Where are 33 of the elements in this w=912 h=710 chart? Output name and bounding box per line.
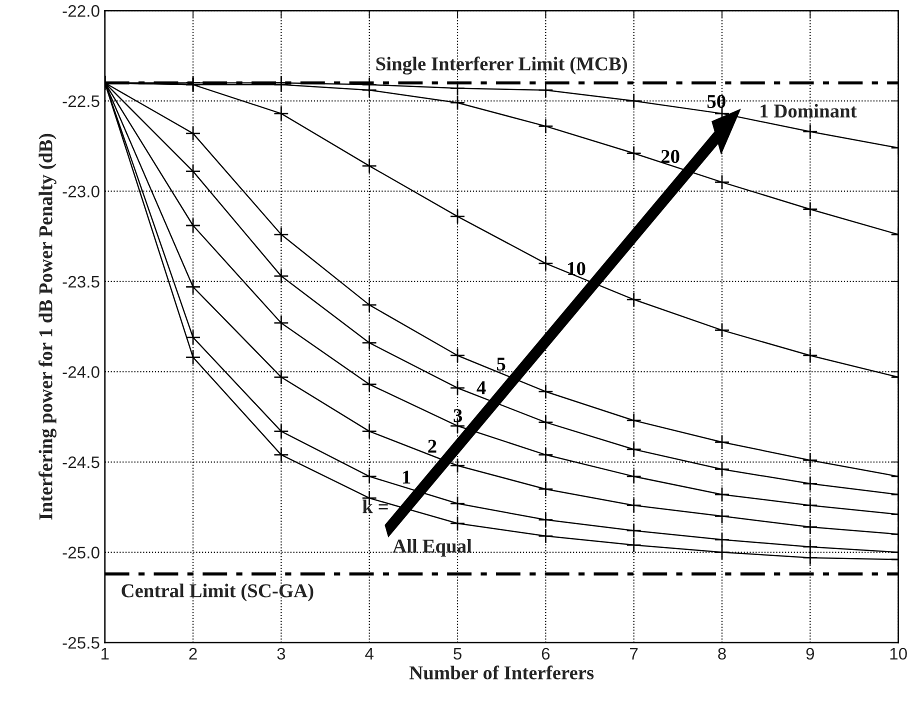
x-tick-label: 6 xyxy=(542,648,550,660)
series-label: 4 xyxy=(476,381,486,394)
x-tick-label: 8 xyxy=(718,648,726,660)
series-label: 3 xyxy=(454,409,462,422)
y-tick-label: -25.5 xyxy=(62,636,100,649)
annotation: 1 Dominant xyxy=(760,104,857,118)
y-tick-label: -23.5 xyxy=(62,276,100,288)
annotation: All Equal xyxy=(392,538,472,557)
x-tick-label: 3 xyxy=(277,648,286,660)
ref-line-label: Central Limit (SC-GA) xyxy=(122,584,314,602)
x-axis-title: Number of Interferers xyxy=(409,666,594,680)
y-axis-title: Interfering power for 1 dB Power Penalty (dB) xyxy=(38,134,56,520)
x-tick-label: 9 xyxy=(806,648,814,660)
series-label: 50 xyxy=(707,94,726,108)
y-tick-label: -22.5 xyxy=(62,95,100,108)
x-tick-label: 10 xyxy=(890,648,907,660)
y-tick-label: -23.0 xyxy=(62,186,100,198)
annotation: k = xyxy=(362,500,388,514)
x-tick-label: 1 xyxy=(102,648,109,660)
series-label: 10 xyxy=(568,262,586,276)
series-label: 2 xyxy=(428,440,436,453)
x-tick-label: 7 xyxy=(630,648,638,660)
x-tick-label: 2 xyxy=(189,648,197,660)
series-label: 20 xyxy=(661,150,680,164)
x-tick-label: 5 xyxy=(454,648,462,660)
y-tick-label: -24.5 xyxy=(62,456,100,468)
y-tick-label: -25.0 xyxy=(62,546,100,558)
ref-line-label: Single Interferer Limit (MCB) xyxy=(376,56,628,75)
y-tick-label: -24.0 xyxy=(62,366,100,378)
y-tick-label: -22.0 xyxy=(62,5,100,17)
x-tick-label: 4 xyxy=(365,648,374,660)
series-label: 1 xyxy=(402,470,410,484)
series-label: 5 xyxy=(497,358,506,371)
